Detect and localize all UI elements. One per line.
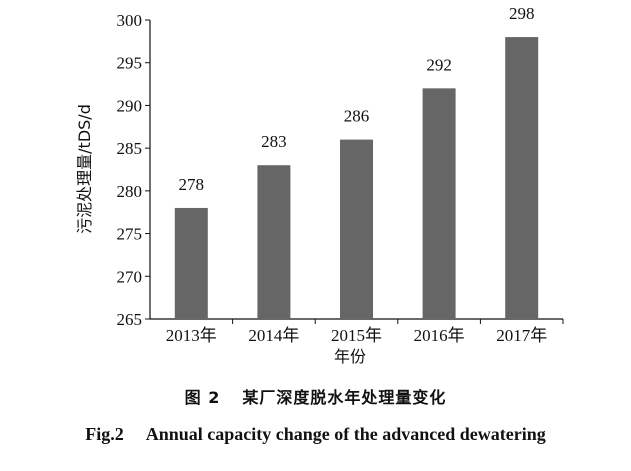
data-label: 278 xyxy=(179,175,205,194)
x-tick-label: 2016年 xyxy=(414,326,465,345)
bar xyxy=(174,207,208,319)
y-tick-label: 295 xyxy=(117,54,143,73)
data-label: 292 xyxy=(426,55,452,74)
y-tick-label: 280 xyxy=(117,182,143,201)
bar xyxy=(340,139,373,319)
data-label: 298 xyxy=(509,4,535,23)
figure-title-chinese: 某厂深度脱水年处理量变化 xyxy=(242,388,447,407)
y-tick-label: 290 xyxy=(117,96,143,115)
data-label: 286 xyxy=(344,107,370,126)
y-tick-label: 265 xyxy=(117,310,143,329)
figure-number-chinese: 图 2 xyxy=(184,388,221,407)
x-axis-title: 年份 xyxy=(334,347,366,366)
y-tick-label: 275 xyxy=(117,225,143,244)
y-axis-title: 污泥处理量/tDS/d xyxy=(75,104,94,234)
x-tick-label: 2015年 xyxy=(331,326,382,345)
figure-caption-english: Fig.2 Annual capacity change of the advan… xyxy=(0,424,631,445)
figure-title-english: Annual capacity change of the advanced d… xyxy=(145,424,546,444)
y-tick-label: 300 xyxy=(117,11,143,30)
bar xyxy=(422,88,456,319)
x-tick-label: 2013年 xyxy=(166,326,217,345)
figure-caption-chinese: 图 2 某厂深度脱水年处理量变化 xyxy=(0,384,631,408)
figure-number-english: Fig.2 xyxy=(85,424,124,444)
y-tick-label: 285 xyxy=(117,139,143,158)
x-tick-label: 2017年 xyxy=(496,326,547,345)
data-label: 283 xyxy=(261,132,287,151)
x-tick-label: 2014年 xyxy=(248,326,299,345)
plot-area: 265 270 275 280 285 290 295 300 278 2013年 283 2014年… xyxy=(117,4,564,345)
y-tick-label: 270 xyxy=(117,267,143,286)
bar xyxy=(505,37,539,319)
bar xyxy=(257,165,291,319)
